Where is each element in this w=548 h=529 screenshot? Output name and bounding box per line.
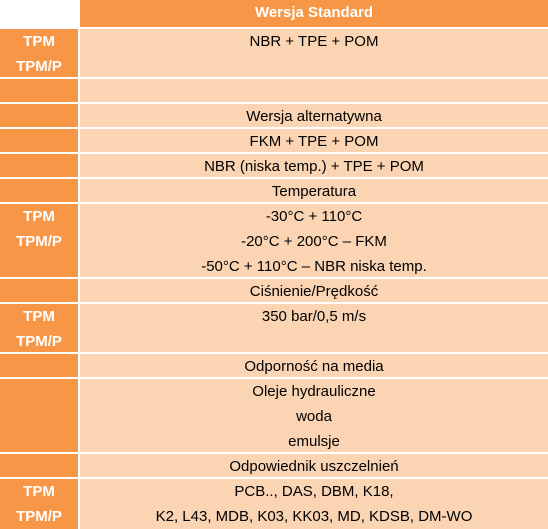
header-row: Wersja Standard xyxy=(0,0,548,29)
row: TPM TPM/P -30°C + 110°C -20°C + 200°C – FK… xyxy=(0,204,548,279)
text: K2, L43, MDB, K03, KK03, MD, KDSB, DM-WO xyxy=(155,508,473,525)
row: FKM + TPE + POM xyxy=(0,129,548,154)
text: Odpowiednik uszczelnień xyxy=(229,458,399,475)
row: Ciśnienie/Prędkość xyxy=(0,279,548,304)
label-cell xyxy=(0,354,80,377)
row: Odpowiednik uszczelnień xyxy=(0,454,548,479)
text: 350 bar/0,5 m/s xyxy=(261,308,367,325)
label-cell xyxy=(0,279,80,302)
label: TPM xyxy=(23,208,55,225)
label: TPM xyxy=(23,33,55,50)
text: -50°C + 110°C – NBR niska temp. xyxy=(201,258,427,275)
value-cell: FKM + TPE + POM xyxy=(80,129,548,152)
text: FKM + TPE + POM xyxy=(249,133,379,150)
label-cell: TPM TPM/P xyxy=(0,204,80,277)
header-title: Wersja Standard xyxy=(254,4,374,21)
row: Wersja alternatywna xyxy=(0,104,548,129)
text: Odporność na media xyxy=(244,358,384,375)
label: TPM/P xyxy=(16,233,62,250)
value-cell: NBR (niska temp.) + TPE + POM xyxy=(80,154,548,177)
text: woda xyxy=(296,408,332,425)
label: TPM/P xyxy=(16,333,62,350)
row: Odporność na media xyxy=(0,354,548,379)
value-cell: Temperatura xyxy=(80,179,548,202)
text: Wersja alternatywna xyxy=(246,108,382,125)
row: NBR (niska temp.) + TPE + POM xyxy=(0,154,548,179)
text: Temperatura xyxy=(271,183,357,200)
value-cell: Wersja alternatywna xyxy=(80,104,548,127)
value-cell xyxy=(80,79,548,102)
text: PCB.., DAS, DBM, K18, xyxy=(234,483,394,500)
row: Temperatura xyxy=(0,179,548,204)
label-cell: TPM TPM/P xyxy=(0,29,80,77)
row: TPM TPM/P PCB.., DAS, DBM, K18, K2, L43, M… xyxy=(0,479,548,529)
row: Oleje hydrauliczne woda emulsje xyxy=(0,379,548,454)
row: TPM TPM/P NBR + TPE + POM xyxy=(0,29,548,79)
corner-cell xyxy=(0,0,80,27)
value-cell: Odporność na media xyxy=(80,354,548,377)
label: TPM/P xyxy=(16,508,62,525)
label-cell xyxy=(0,129,80,152)
label-cell xyxy=(0,379,80,452)
label: TPM xyxy=(23,483,55,500)
label-cell: TPM TPM/P xyxy=(0,479,80,529)
row: TPM TPM/P 350 bar/0,5 m/s xyxy=(0,304,548,354)
text: NBR + TPE + POM xyxy=(249,33,379,50)
value-cell: PCB.., DAS, DBM, K18, K2, L43, MDB, K03, … xyxy=(80,479,548,529)
label-cell xyxy=(0,454,80,477)
label-cell xyxy=(0,104,80,127)
value-cell: 350 bar/0,5 m/s xyxy=(80,304,548,352)
header-cell: Wersja Standard xyxy=(80,0,548,27)
value-cell: Odpowiednik uszczelnień xyxy=(80,454,548,477)
text: NBR (niska temp.) + TPE + POM xyxy=(204,158,424,175)
label: TPM/P xyxy=(16,58,62,75)
value-cell: Ciśnienie/Prędkość xyxy=(80,279,548,302)
text: emulsje xyxy=(288,433,340,450)
text: Oleje hydrauliczne xyxy=(252,383,376,400)
label-cell: TPM TPM/P xyxy=(0,304,80,352)
label-cell xyxy=(0,179,80,202)
label-cell xyxy=(0,154,80,177)
label: TPM xyxy=(23,308,55,325)
text: -30°C + 110°C xyxy=(265,208,363,225)
row xyxy=(0,79,548,104)
value-cell: NBR + TPE + POM xyxy=(80,29,548,77)
text: Ciśnienie/Prędkość xyxy=(249,283,379,300)
value-cell: Oleje hydrauliczne woda emulsje xyxy=(80,379,548,452)
label-cell xyxy=(0,79,80,102)
text: -20°C + 200°C – FKM xyxy=(241,233,387,250)
value-cell: -30°C + 110°C -20°C + 200°C – FKM -50°C + … xyxy=(80,204,548,277)
